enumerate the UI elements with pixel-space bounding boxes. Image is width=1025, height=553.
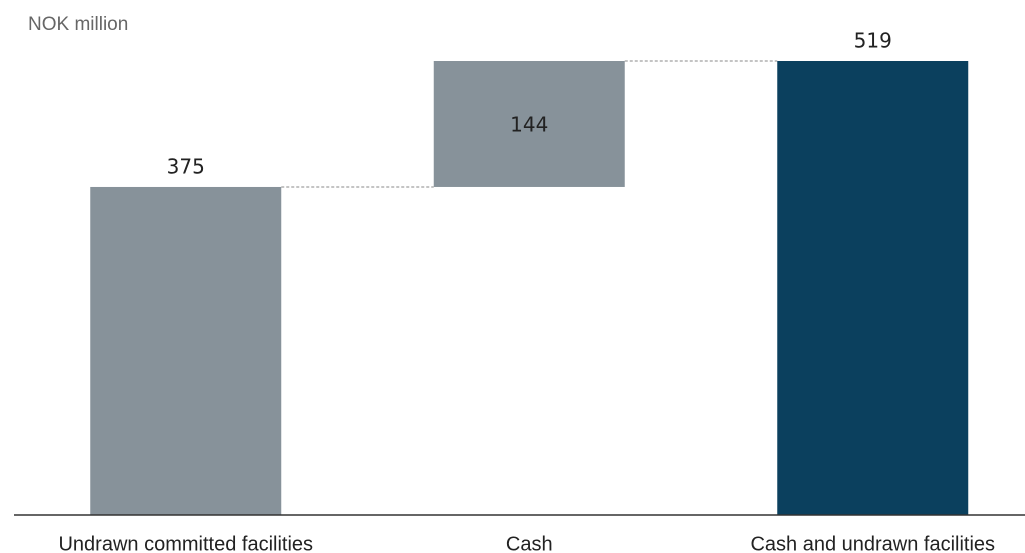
value-label: 375 xyxy=(167,154,205,178)
x-tick-label: Cash and undrawn facilities xyxy=(750,533,995,553)
bar xyxy=(777,61,969,515)
bar xyxy=(433,61,625,187)
x-tick-label: Undrawn committed facilities xyxy=(58,533,313,553)
value-label: 519 xyxy=(854,29,892,53)
chart-title: NOK million xyxy=(28,14,128,35)
bar xyxy=(90,186,282,515)
x-tick-label: Cash xyxy=(506,533,553,553)
value-label: 144 xyxy=(510,112,548,136)
